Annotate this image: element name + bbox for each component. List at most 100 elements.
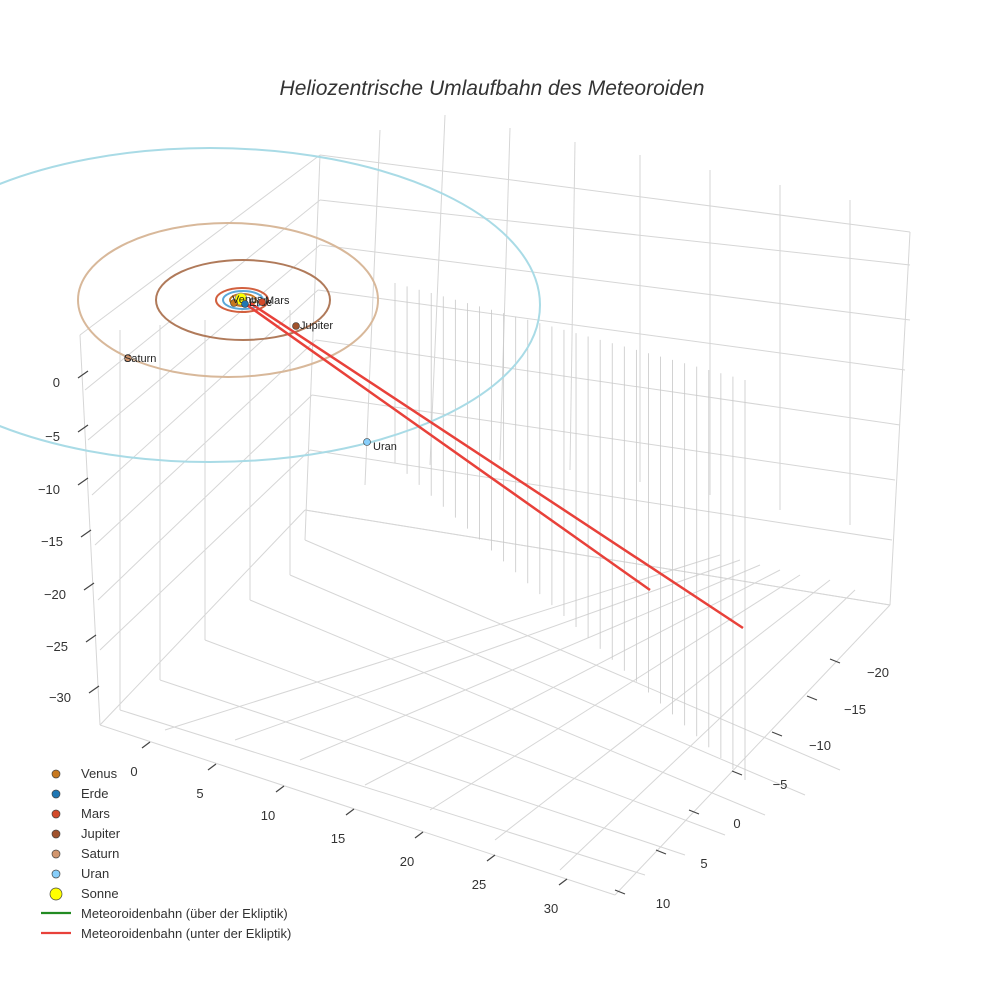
grid-line xyxy=(889,231,911,606)
grid-line xyxy=(499,127,511,461)
x-tick-mark xyxy=(558,878,568,886)
legend[interactable]: Venus Erde Mars Jupiter Saturn Uran Sonne Meteo… xyxy=(41,766,291,941)
y-tick-mark xyxy=(806,695,818,701)
legend-item[interactable]: Venus xyxy=(51,766,118,781)
meteoroid-path-below xyxy=(249,301,744,630)
grid-line xyxy=(304,154,321,541)
z-tick-label: −5 xyxy=(45,429,60,444)
y-tick-label: −5 xyxy=(773,777,788,792)
z-tick-mark xyxy=(77,477,89,486)
legend-label: Meteoroidenbahn (über der Ekliptik) xyxy=(81,906,288,921)
z-tick-mark xyxy=(83,582,95,591)
grid-line xyxy=(99,509,306,726)
legend-label: Saturn xyxy=(81,846,119,861)
x-tick-mark xyxy=(345,808,355,816)
orbit-mars xyxy=(215,287,269,313)
y-tick-label: 0 xyxy=(733,816,740,831)
legend-label: Venus xyxy=(81,766,118,781)
x-tick-mark xyxy=(486,854,496,862)
z-tick-label: −20 xyxy=(44,587,66,602)
grid xyxy=(79,114,911,896)
legend-label: Sonne xyxy=(81,886,119,901)
x-tick-label: 20 xyxy=(400,854,414,869)
planet-marker-erde xyxy=(241,300,249,308)
grid-line xyxy=(319,199,911,266)
grid-line xyxy=(494,579,831,841)
grid-line xyxy=(204,639,726,836)
y-axis-ticks: −20 −15 −10 −5 0 5 10 xyxy=(614,658,889,911)
grid-line xyxy=(304,509,891,606)
grid-line xyxy=(97,394,313,601)
z-tick-label: −25 xyxy=(46,639,68,654)
legend-label: Erde xyxy=(81,786,108,801)
z-axis-ticks: 0 −5 −10 −15 −20 −25 −30 xyxy=(38,370,100,705)
y-tick-mark xyxy=(731,770,743,776)
planet-marker-venus xyxy=(230,299,238,307)
legend-label: Uran xyxy=(81,866,109,881)
z-tick-mark xyxy=(77,370,89,379)
planet-marker-saturn xyxy=(124,354,132,362)
orbits xyxy=(0,147,541,463)
x-tick-label: 15 xyxy=(331,831,345,846)
legend-item[interactable]: Erde xyxy=(51,786,108,801)
planet-label-uran: Uran xyxy=(373,441,397,453)
grid-line xyxy=(304,539,841,771)
legend-item[interactable]: Saturn xyxy=(51,846,119,861)
planet-label-saturn: Saturn xyxy=(124,353,156,365)
y-tick-mark xyxy=(829,658,841,664)
legend-item[interactable]: Uran xyxy=(51,866,109,881)
orbit-uran xyxy=(0,147,541,463)
planet-label-mars: Mars xyxy=(265,295,290,307)
x-tick-label: 0 xyxy=(130,764,137,779)
planet-marker-mars xyxy=(258,298,266,306)
planet-marker-jupiter xyxy=(292,322,300,330)
chart-title: Heliozentrische Umlaufbahn des Meteoroid… xyxy=(280,77,705,100)
drop-lines xyxy=(394,283,746,780)
grid-line xyxy=(569,141,576,471)
y-tick-label: −15 xyxy=(844,702,866,717)
legend-item[interactable]: Jupiter xyxy=(51,826,121,841)
legend-item[interactable]: Sonne xyxy=(49,886,119,901)
grid-line xyxy=(319,154,911,233)
y-tick-mark xyxy=(655,849,667,855)
grid-line xyxy=(234,559,741,741)
grid-line xyxy=(99,449,311,651)
grid-line xyxy=(614,604,891,896)
x-tick-label: 25 xyxy=(472,877,486,892)
z-tick-label: 0 xyxy=(53,375,60,390)
grid-line xyxy=(311,394,896,481)
legend-marker xyxy=(51,849,61,859)
y-tick-mark xyxy=(688,809,700,815)
grid-line xyxy=(429,574,801,811)
z-tick-label: −10 xyxy=(38,482,60,497)
grid-line xyxy=(429,114,446,466)
legend-marker xyxy=(49,887,63,901)
x-tick-mark xyxy=(207,763,217,771)
grid-line xyxy=(364,569,781,786)
grid-line xyxy=(364,129,381,486)
y-tick-label: 10 xyxy=(656,896,670,911)
x-axis-ticks: 0 5 10 15 20 25 30 xyxy=(130,741,568,916)
grid-line xyxy=(94,339,317,546)
legend-marker xyxy=(51,769,61,779)
orbit-saturn xyxy=(77,222,379,378)
meteoroid-paths xyxy=(246,301,744,630)
legend-marker xyxy=(51,809,61,819)
y-tick-label: 5 xyxy=(700,856,707,871)
planet-label-venus: Venus xyxy=(232,294,263,306)
legend-item[interactable]: Meteoroidenbahn (unter der Ekliptik) xyxy=(41,926,291,941)
z-tick-label: −30 xyxy=(49,690,71,705)
grid-line xyxy=(159,679,686,856)
grid-line xyxy=(79,154,321,336)
grid-line xyxy=(299,564,761,761)
grid-line xyxy=(319,244,911,321)
legend-item[interactable]: Mars xyxy=(51,806,110,821)
x-tick-label: 5 xyxy=(196,786,203,801)
legend-marker xyxy=(51,829,61,839)
grid-line xyxy=(317,289,906,371)
x-tick-label: 30 xyxy=(544,901,558,916)
legend-item[interactable]: Meteoroidenbahn (über der Ekliptik) xyxy=(41,906,288,921)
z-tick-mark xyxy=(88,685,100,694)
grid-line xyxy=(87,244,321,441)
